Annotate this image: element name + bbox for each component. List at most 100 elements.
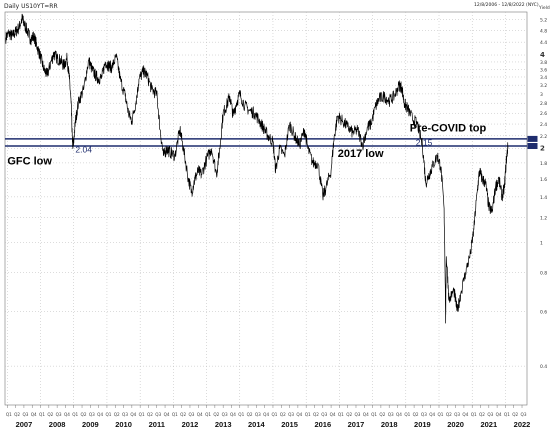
x-quarter-label: Q3 bbox=[22, 412, 28, 417]
y-tick-label: 3.8 bbox=[540, 60, 547, 66]
x-quarter-label: Q3 bbox=[421, 412, 427, 417]
y-tick-label: 3 bbox=[540, 92, 543, 98]
x-quarter-label: Q4 bbox=[230, 412, 236, 417]
x-quarter-label: Q1 bbox=[72, 412, 78, 417]
x-quarter-label: Q2 bbox=[379, 412, 385, 417]
x-quarter-label: Q4 bbox=[429, 412, 435, 417]
x-quarter-label: Q2 bbox=[47, 412, 53, 417]
x-quarter-label: Q3 bbox=[454, 412, 460, 417]
grid-layer bbox=[4, 11, 528, 406]
x-quarter-label: Q4 bbox=[164, 412, 170, 417]
y-tick-label: 1 bbox=[540, 240, 543, 246]
x-year-label: 2010 bbox=[115, 420, 132, 429]
annotation-gfc-low: GFC low bbox=[7, 155, 52, 167]
x-year-label: 2013 bbox=[215, 420, 232, 429]
x-quarter-label: Q1 bbox=[238, 412, 244, 417]
x-quarter-label: Q2 bbox=[180, 412, 186, 417]
x-quarter-label: Q3 bbox=[288, 412, 294, 417]
x-year-label: 2019 bbox=[414, 420, 431, 429]
x-quarter-label: Q1 bbox=[371, 412, 377, 417]
x-year-label: 2022 bbox=[514, 420, 531, 429]
x-year-label: 2014 bbox=[248, 420, 266, 429]
x-quarter-label: Q3 bbox=[521, 412, 527, 417]
annotation-pre-covid-top: Pre-COVID top bbox=[410, 123, 487, 135]
x-quarter-label: Q4 bbox=[462, 412, 468, 417]
x-quarter-label: Q4 bbox=[197, 412, 203, 417]
x-quarter-label: Q3 bbox=[388, 412, 394, 417]
x-quarter-label: Q4 bbox=[363, 412, 369, 417]
x-quarter-label: Q1 bbox=[438, 412, 444, 417]
x-quarter-label: Q3 bbox=[122, 412, 128, 417]
x-year-label: 2020 bbox=[447, 420, 464, 429]
level-label: 2.15 bbox=[416, 137, 433, 147]
x-year-label: 2018 bbox=[381, 420, 398, 429]
yield-series-line bbox=[5, 13, 509, 324]
x-quarter-label: Q2 bbox=[413, 412, 419, 417]
date-range: 12/8/2006 - 12/8/2022 (NYC) bbox=[474, 3, 539, 8]
x-year-label: 2007 bbox=[16, 420, 33, 429]
x-quarter-label: Q2 bbox=[313, 412, 319, 417]
y-tick-label: 2.6 bbox=[540, 111, 547, 117]
x-year-label: 2012 bbox=[182, 420, 199, 429]
x-quarter-label: Q2 bbox=[114, 412, 120, 417]
x-quarter-label: Q2 bbox=[479, 412, 485, 417]
x-quarter-label: Q4 bbox=[396, 412, 402, 417]
x-quarter-label: Q2 bbox=[81, 412, 87, 417]
y-tick-label: 4 bbox=[540, 51, 545, 59]
chart-title: Daily US10YT=RR bbox=[4, 3, 58, 10]
x-quarter-label: Q1 bbox=[39, 412, 45, 417]
y-tick-label: 3.2 bbox=[540, 83, 547, 89]
y-tick-label: 1.8 bbox=[540, 161, 547, 167]
x-year-label: 2009 bbox=[82, 420, 99, 429]
y-tick-label: 2.2 bbox=[540, 134, 547, 140]
x-quarter-label: Q1 bbox=[105, 412, 111, 417]
x-quarter-label: Q4 bbox=[296, 412, 302, 417]
level-label: 2.04 bbox=[75, 145, 92, 155]
y-tick-label: 0.8 bbox=[540, 270, 547, 276]
x-quarter-label: Q2 bbox=[147, 412, 153, 417]
x-quarter-label: Q1 bbox=[139, 412, 145, 417]
x-quarter-label: Q1 bbox=[172, 412, 178, 417]
x-quarter-label: Q2 bbox=[446, 412, 452, 417]
y-unit-label: Yield bbox=[538, 5, 550, 11]
x-quarter-label: Q4 bbox=[330, 412, 336, 417]
y-tick-label: 2.8 bbox=[540, 101, 547, 107]
x-quarter-label: Q2 bbox=[346, 412, 352, 417]
x-quarter-label: Q4 bbox=[31, 412, 37, 417]
x-quarter-label: Q3 bbox=[155, 412, 161, 417]
x-quarter-label: Q2 bbox=[14, 412, 20, 417]
x-quarter-label: Q2 bbox=[280, 412, 286, 417]
x-quarter-label: Q1 bbox=[271, 412, 277, 417]
x-quarter-label: Q1 bbox=[504, 412, 510, 417]
y-tick-label: 4.8 bbox=[540, 28, 547, 34]
level-price-tag bbox=[527, 143, 538, 150]
x-quarter-label: Q2 bbox=[512, 412, 518, 417]
x-quarter-label: Q4 bbox=[130, 412, 136, 417]
x-quarter-label: Q1 bbox=[471, 412, 477, 417]
x-quarter-label: Q3 bbox=[321, 412, 327, 417]
annotation-2017-low: 2017 low bbox=[338, 148, 384, 160]
x-quarter-label: Q1 bbox=[205, 412, 211, 417]
x-year-label: 2016 bbox=[314, 420, 331, 429]
y-tick-label: 0.4 bbox=[540, 364, 547, 370]
series-layer bbox=[5, 13, 509, 324]
y-tick-label: 0.6 bbox=[540, 309, 547, 315]
x-year-label: 2011 bbox=[149, 420, 165, 429]
y-tick-label: 2 bbox=[540, 145, 545, 153]
x-year-label: 2017 bbox=[348, 420, 365, 429]
y-tick-label: 5.2 bbox=[540, 18, 547, 24]
x-quarter-label: Q3 bbox=[222, 412, 228, 417]
horizontal-levels: 2.15 2.04 bbox=[5, 135, 538, 155]
x-quarter-label: Q3 bbox=[255, 412, 261, 417]
y-tick-label: 3.6 bbox=[540, 67, 547, 73]
x-quarter-label: Q1 bbox=[404, 412, 410, 417]
y-tick-label: 1.4 bbox=[540, 195, 547, 201]
x-year-label: 2021 bbox=[480, 420, 497, 429]
x-quarter-label: Q4 bbox=[496, 412, 502, 417]
x-quarter-label: Q2 bbox=[213, 412, 219, 417]
x-year-label: 2008 bbox=[49, 420, 66, 429]
x-quarter-label: Q2 bbox=[247, 412, 253, 417]
y-tick-label: 3.4 bbox=[540, 75, 547, 81]
plot-frame bbox=[4, 11, 528, 406]
